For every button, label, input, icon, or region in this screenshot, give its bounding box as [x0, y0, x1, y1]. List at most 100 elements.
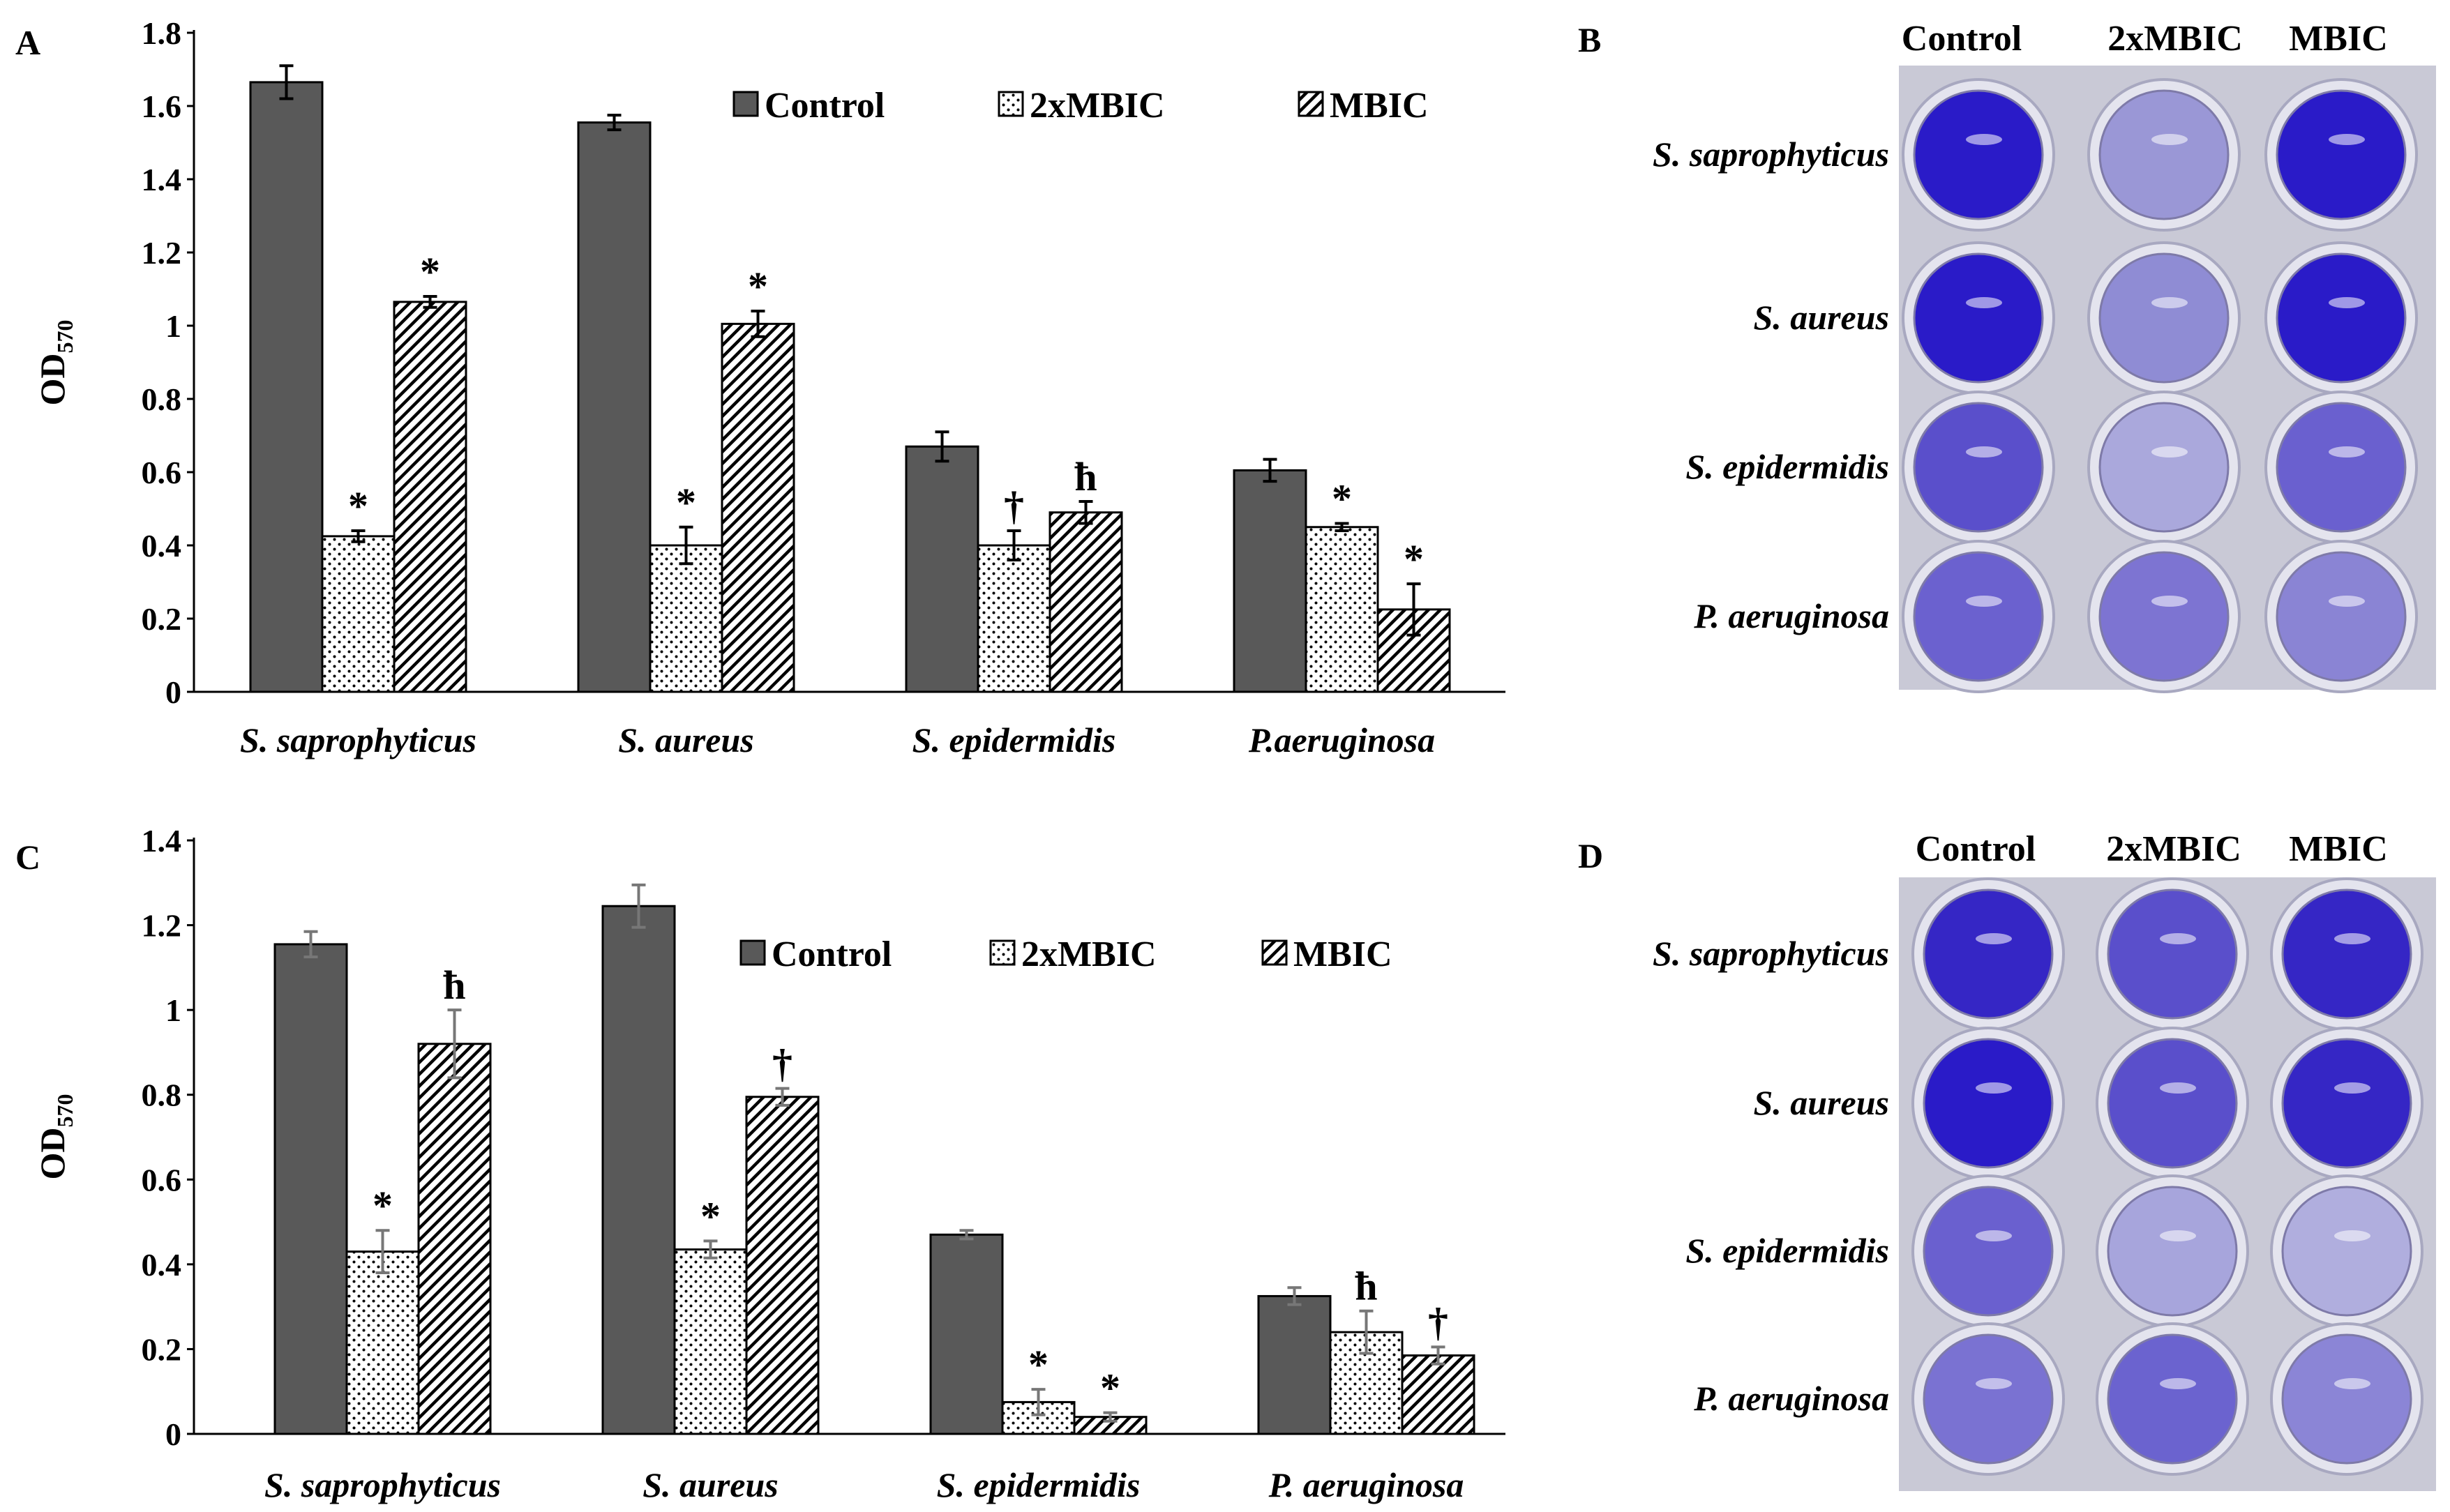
bar-solid — [273, 943, 348, 1435]
legend-swatch-dots — [998, 91, 1024, 117]
well — [2107, 1333, 2238, 1465]
well-highlight — [2334, 1230, 2370, 1241]
well — [2281, 1333, 2412, 1465]
well — [2098, 252, 2230, 384]
chart-c: 0 0.2 0.4 0.6 0.8 1 1.2 1.4 * ħ S. saprophyticus * †… — [33, 823, 1505, 1504]
y-tick-label: 0.6 — [142, 455, 182, 490]
y-tick-label: 1.2 — [142, 235, 182, 271]
panel-label-c: C — [15, 838, 40, 877]
y-tick-label: 0.4 — [142, 528, 182, 564]
well-highlight — [1966, 134, 2002, 145]
legend-swatch-diagonal — [1261, 939, 1288, 966]
well-highlight — [2151, 446, 2188, 458]
column-header: MBIC — [2289, 19, 2388, 59]
legend-swatch-dots — [989, 939, 1016, 966]
well-plate-photo-d: Control 2xMBIC MBIC S. saprophyticus S. aure… — [1653, 829, 2436, 1491]
row-label: S. aureus — [1753, 298, 1889, 337]
x-category-label: S. aureus — [642, 1465, 779, 1504]
bar-diagonal — [417, 1043, 492, 1435]
well-highlight — [2151, 134, 2188, 145]
well — [2098, 551, 2230, 682]
panel-label-b: B — [1578, 20, 1601, 59]
y-tick-label: 0.6 — [142, 1162, 182, 1197]
well-highlight — [2334, 1378, 2370, 1389]
well-highlight — [2151, 297, 2188, 308]
significance-mark: * — [373, 1183, 393, 1228]
legend-label: Control — [765, 86, 885, 126]
bar-dots — [321, 535, 396, 693]
well-highlight — [1976, 1082, 2012, 1094]
chart-a: 0 0.2 0.4 0.6 0.8 1 1.2 1.4 1.6 1.8 * * S. saprophyt… — [33, 15, 1505, 759]
well — [1923, 889, 2054, 1020]
bar-solid — [601, 905, 676, 1435]
y-tick-label: 1.8 — [142, 15, 182, 51]
y-tick-label: 1.4 — [142, 823, 182, 859]
bar-dots — [1305, 526, 1379, 693]
column-header: Control — [1902, 19, 2022, 59]
well — [2281, 1038, 2412, 1169]
y-tick-label: 1.6 — [142, 89, 182, 124]
well-highlight — [2329, 134, 2365, 145]
well-highlight — [1966, 596, 2002, 607]
x-category-label: S. epidermidis — [937, 1465, 1141, 1504]
well-highlight — [1976, 1378, 2012, 1389]
bar-solid — [1257, 1294, 1332, 1435]
well — [1923, 1333, 2054, 1465]
significance-mark: ħ — [1074, 454, 1097, 499]
well-highlight — [2334, 1082, 2370, 1094]
significance-mark: ħ — [443, 962, 465, 1008]
y-tick-label: 1.2 — [142, 908, 182, 944]
y-axis-label: OD570 — [33, 1094, 77, 1180]
y-tick-label: 0 — [165, 674, 181, 710]
well-plate-photo-b: Control 2xMBIC MBIC S. saprophyticus S. aure… — [1653, 19, 2436, 693]
significance-mark: † — [1428, 1299, 1448, 1345]
significance-mark: * — [348, 483, 368, 529]
significance-mark: * — [676, 480, 696, 525]
y-tick-label: 0.2 — [142, 601, 182, 637]
well-highlight — [1976, 933, 2012, 944]
well-highlight — [2160, 933, 2196, 944]
y-axis-label: OD570 — [33, 320, 77, 406]
column-header: MBIC — [2289, 829, 2388, 869]
row-label: S. saprophyticus — [1653, 135, 1889, 174]
y-tick-label: 1 — [165, 992, 181, 1028]
row-label: P. aeruginosa — [1693, 1379, 1889, 1418]
well — [2276, 402, 2407, 533]
well — [2276, 252, 2407, 384]
bar-dots — [345, 1250, 420, 1435]
panel-label-a: A — [15, 23, 40, 62]
bar-diagonal — [1401, 1354, 1475, 1435]
row-label: P. aeruginosa — [1693, 596, 1889, 635]
legend-label: 2xMBIC — [1021, 935, 1157, 974]
row-label: S. epidermidis — [1685, 447, 1889, 486]
bar-dots — [673, 1248, 748, 1435]
well-highlight — [2334, 933, 2370, 944]
x-category-label: S. epidermidis — [912, 720, 1116, 759]
y-axis-label-main: OD — [33, 1128, 72, 1180]
bar-solid — [1233, 469, 1307, 693]
well — [2107, 889, 2238, 1020]
well-highlight — [2151, 596, 2188, 607]
y-tick-label: 0.8 — [142, 1078, 182, 1113]
x-category-label: S. aureus — [618, 720, 754, 759]
y-tick-label: 0.2 — [142, 1331, 182, 1367]
significance-mark: * — [420, 249, 440, 294]
y-tick-label: 1 — [165, 308, 181, 344]
x-category-label: P. aeruginosa — [1268, 1465, 1464, 1504]
well — [2276, 551, 2407, 682]
well-highlight — [2160, 1230, 2196, 1241]
bar-solid — [929, 1233, 1004, 1435]
bar-dots — [977, 544, 1051, 693]
well — [1913, 402, 2044, 533]
significance-mark: † — [772, 1041, 792, 1087]
well — [2276, 89, 2407, 220]
row-label: S. aureus — [1753, 1083, 1889, 1122]
x-category-label: S. saprophyticus — [240, 720, 476, 759]
significance-mark: * — [1100, 1366, 1120, 1411]
legend-label: MBIC — [1293, 935, 1392, 974]
well-highlight — [2329, 297, 2365, 308]
legend-label: MBIC — [1330, 86, 1429, 126]
well-highlight — [1966, 297, 2002, 308]
well-highlight — [2160, 1378, 2196, 1389]
